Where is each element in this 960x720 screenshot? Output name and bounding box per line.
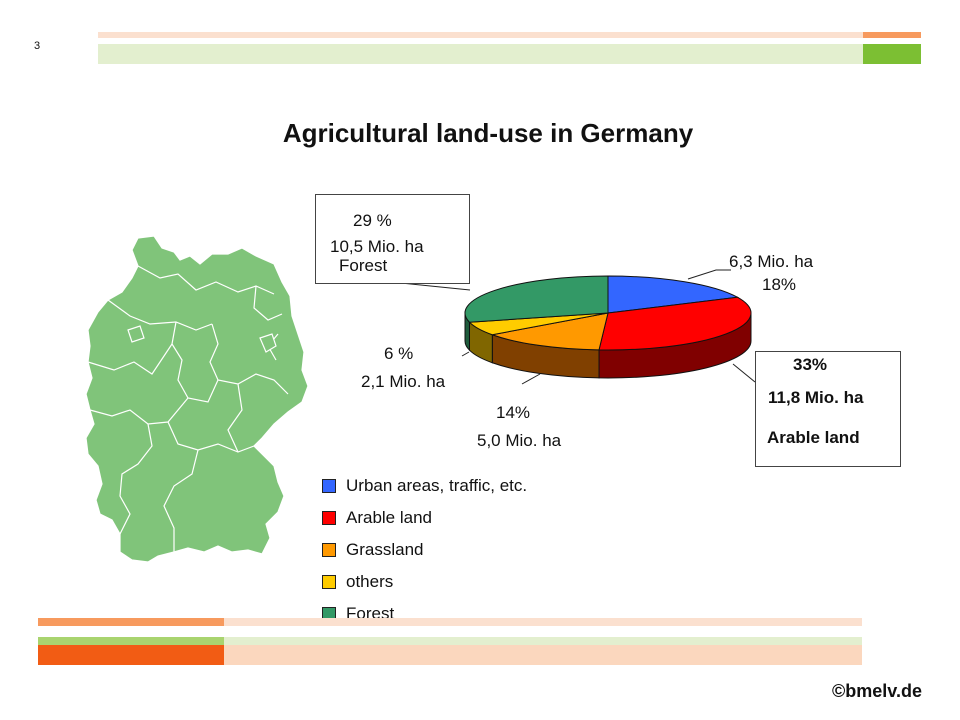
arable-label-box [755, 351, 901, 467]
pie-slice-forest [464, 275, 609, 323]
chart-title: Agricultural land-use in Germany [282, 118, 694, 148]
forest-name-label: Forest [339, 256, 388, 275]
forest-area-label: 10,5 Mio. ha [330, 237, 424, 256]
legend-swatch-arable [322, 511, 336, 525]
urban-area-label: 6,3 Mio. ha [729, 252, 814, 271]
copyright-logo: ©bmelv.de [832, 681, 922, 701]
leader-grassland [521, 373, 541, 385]
pie-slice-arable [598, 296, 752, 351]
legend-item-arable: Arable land [322, 502, 527, 534]
legend-item-grassland: Grassland [322, 534, 527, 566]
top-bar-green [863, 44, 921, 64]
arable-percent-label: 33% [793, 355, 828, 374]
legend-label-arable: Arable land [346, 508, 433, 527]
top-bar-orange [863, 32, 921, 38]
germany-map [85, 235, 309, 563]
legend-label-grassland: Grassland [346, 540, 424, 559]
arable-area-label: 11,8 Mio. ha [768, 388, 864, 407]
forest-percent-label: 29 % [353, 211, 392, 230]
urban-percent-label: 18% [762, 275, 797, 294]
bottom-bar-peach-thin [224, 618, 862, 626]
pie-slice-urban [607, 275, 739, 314]
top-bar-lightgreen [98, 44, 863, 64]
leader-arable [732, 363, 756, 383]
bottom-bar-red-orange [38, 645, 224, 665]
bottom-bar-orange-thin [38, 618, 224, 626]
others-percent-label: 6 % [384, 344, 414, 363]
legend-swatch-urban [322, 479, 336, 493]
bottom-bar-peach [224, 645, 862, 665]
bottom-bar-lightgreen [224, 637, 862, 645]
grassland-percent-label: 14% [496, 403, 531, 422]
germany-map-shape [85, 235, 309, 563]
page-number: 3 [34, 40, 41, 52]
chart-legend: Urban areas, traffic, etc. Arable land G… [322, 470, 527, 630]
legend-item-urban: Urban areas, traffic, etc. [322, 470, 527, 502]
arable-name-label: Arable land [767, 428, 860, 447]
legend-swatch-others [322, 575, 336, 589]
pie-slice-grassland [490, 312, 609, 351]
top-bar-peach [98, 32, 863, 38]
forest-label-box [315, 194, 470, 284]
bottom-bar-green [38, 637, 224, 645]
leader-others [461, 351, 470, 357]
grassland-area-label: 5,0 Mio. ha [477, 431, 562, 450]
legend-label-others: others [346, 572, 394, 591]
legend-item-others: others [322, 566, 527, 598]
others-area-label: 2,1 Mio. ha [361, 372, 446, 391]
legend-label-urban: Urban areas, traffic, etc. [346, 476, 528, 495]
leader-urban [687, 269, 731, 280]
legend-swatch-grassland [322, 543, 336, 557]
